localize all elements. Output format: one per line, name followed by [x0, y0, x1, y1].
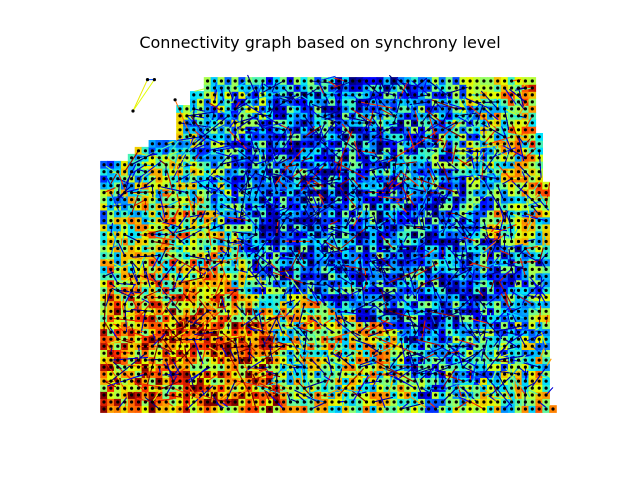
edge: [345, 162, 352, 179]
edge: [303, 209, 316, 221]
edge: [317, 219, 326, 235]
edge: [472, 143, 485, 163]
chart-title: Connectivity graph based on synchrony le…: [139, 33, 501, 52]
edge: [103, 359, 127, 391]
